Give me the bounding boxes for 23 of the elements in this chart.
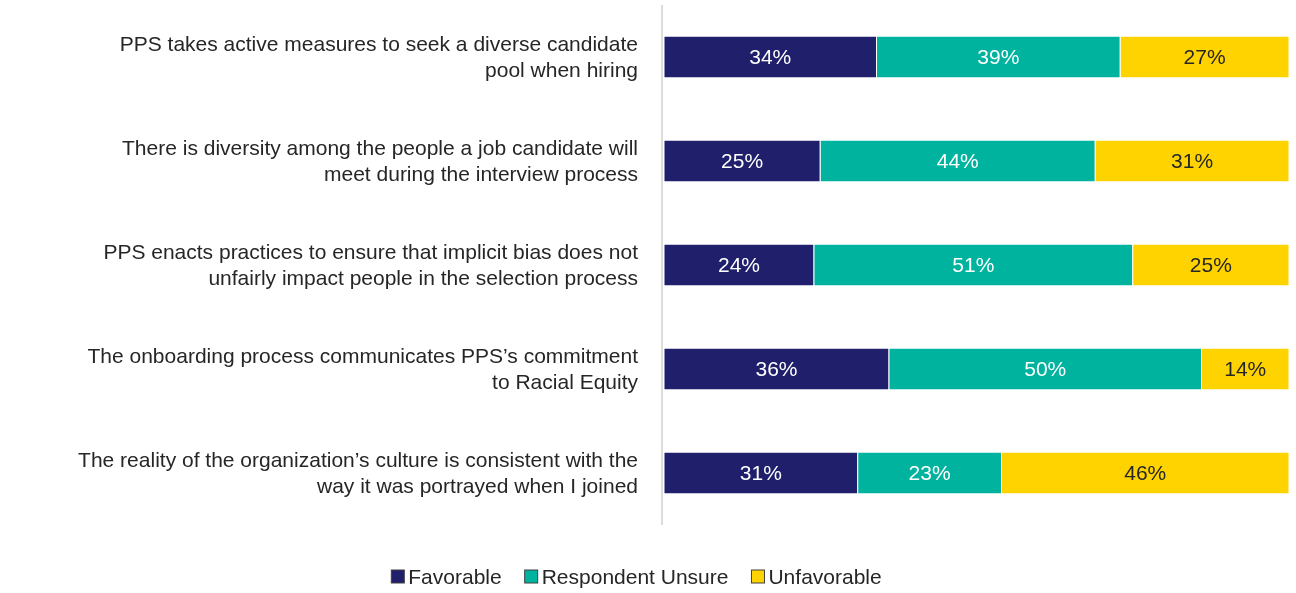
data-label: 31% bbox=[739, 461, 782, 485]
data-label: 31% bbox=[1171, 149, 1214, 173]
data-label: 39% bbox=[977, 45, 1020, 69]
data-label: 14% bbox=[1224, 357, 1267, 381]
y-tick-label: The reality of the organization’s culture is consistent with the way it was portrayed when I joined bbox=[78, 448, 638, 498]
legend-label: Favorable bbox=[408, 565, 502, 589]
data-label: 51% bbox=[952, 253, 995, 277]
data-label: 25% bbox=[1189, 253, 1232, 277]
data-label: 27% bbox=[1183, 45, 1226, 69]
data-label: 46% bbox=[1124, 461, 1167, 485]
data-label: 50% bbox=[1024, 357, 1067, 381]
data-label: 36% bbox=[755, 357, 798, 381]
y-tick-label: PPS takes active measures to seek a diverse candidate pool when hiring bbox=[119, 32, 638, 82]
data-label: 25% bbox=[721, 149, 764, 173]
data-label: 44% bbox=[936, 149, 979, 173]
y-tick-label: PPS enacts practices to ensure that implicit bias does not unfairly impact people in the selection process bbox=[103, 240, 639, 290]
y-tick-label: The onboarding process communicates PPS’s commitment to Racial Equity bbox=[87, 344, 639, 394]
data-label: 34% bbox=[749, 45, 792, 69]
data-label: 23% bbox=[908, 461, 951, 485]
data-label: 24% bbox=[717, 253, 761, 277]
legend-label: Unfavorable bbox=[768, 565, 882, 589]
legend-label: Respondent Unsure bbox=[541, 565, 729, 589]
y-tick-label: There is diversity among the people a job candidate will meet during the interview process bbox=[122, 136, 638, 186]
